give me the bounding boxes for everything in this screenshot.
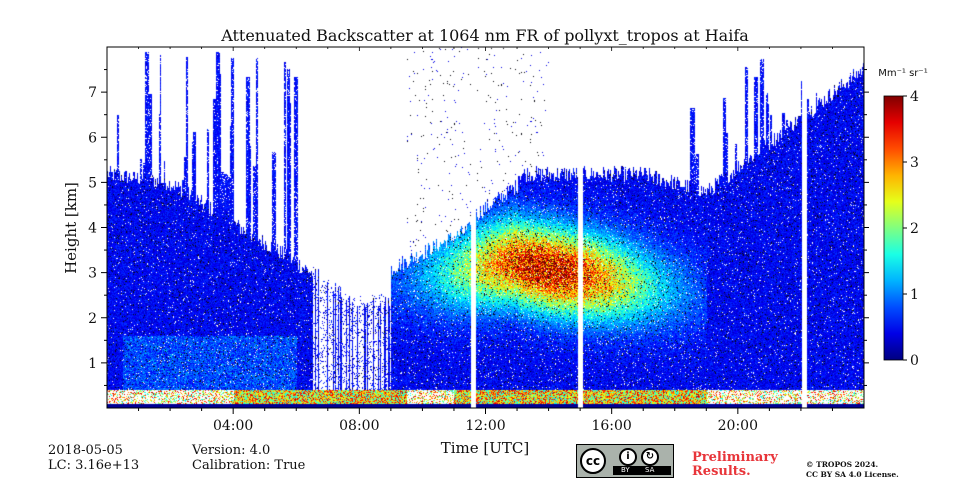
y-tick-label: 5	[88, 175, 97, 191]
cc-by-label: BY	[621, 466, 630, 474]
colorbar-tick-label: 1	[910, 287, 919, 303]
x-axis: 04:00 08:00 12:00 16:00 20:00	[138, 47, 833, 434]
colorbar-unit: Mm⁻¹ sr⁻¹	[878, 68, 927, 79]
footer-version: Version: 4.0	[192, 443, 271, 458]
colorbar-tick-label: 0	[910, 353, 919, 369]
footer-date: 2018-05-05	[48, 443, 123, 458]
y-tick-label: 7	[88, 85, 97, 101]
cc-license-badge: cc i ↻ BY SA	[576, 444, 674, 478]
copyright-line1: © TROPOS 2024.	[806, 460, 879, 469]
x-tick-label: 04:00	[213, 418, 253, 434]
footer-lidar-constant: LC: 3.16e+13	[48, 458, 140, 473]
colorbar-tick-label: 4	[910, 89, 919, 105]
y-tick-label: 2	[88, 311, 97, 327]
x-axis-label: Time [UTC]	[441, 439, 530, 457]
copyright-line2: CC BY SA 4.0 License.	[806, 470, 899, 479]
y-tick-label: 3	[88, 266, 97, 282]
preliminary-results-line2: Results.	[692, 464, 751, 479]
colorbar-ticks: 0 1 2 3 4	[903, 89, 919, 369]
y-tick-label: 1	[88, 356, 97, 372]
footer-calibration: Calibration: True	[192, 458, 306, 473]
cc-sa-label: SA	[645, 466, 655, 474]
backscatter-heatmap	[107, 47, 864, 408]
y-tick-label: 4	[88, 221, 97, 237]
x-tick-label: 08:00	[339, 418, 379, 434]
preliminary-results-line1: Preliminary	[692, 450, 778, 465]
colorbar-tick-label: 3	[910, 155, 919, 171]
x-tick-label: 16:00	[591, 418, 631, 434]
colorbar	[883, 95, 904, 361]
cc-sa-icon: ↻	[641, 448, 659, 466]
cc-by-icon: i	[619, 448, 637, 466]
y-axis-label: Height [km]	[62, 182, 80, 274]
y-axis: 1 2 3 4 5 6 7	[88, 69, 869, 386]
chart-title: Attenuated Backscatter at 1064 nm FR of …	[220, 26, 749, 45]
cc-label-strip: BY SA	[613, 466, 671, 475]
x-tick-label: 12:00	[465, 418, 505, 434]
x-tick-label: 20:00	[718, 418, 758, 434]
cc-logo-icon: cc	[580, 448, 606, 474]
y-tick-label: 6	[88, 130, 97, 146]
colorbar-tick-label: 2	[910, 221, 919, 237]
